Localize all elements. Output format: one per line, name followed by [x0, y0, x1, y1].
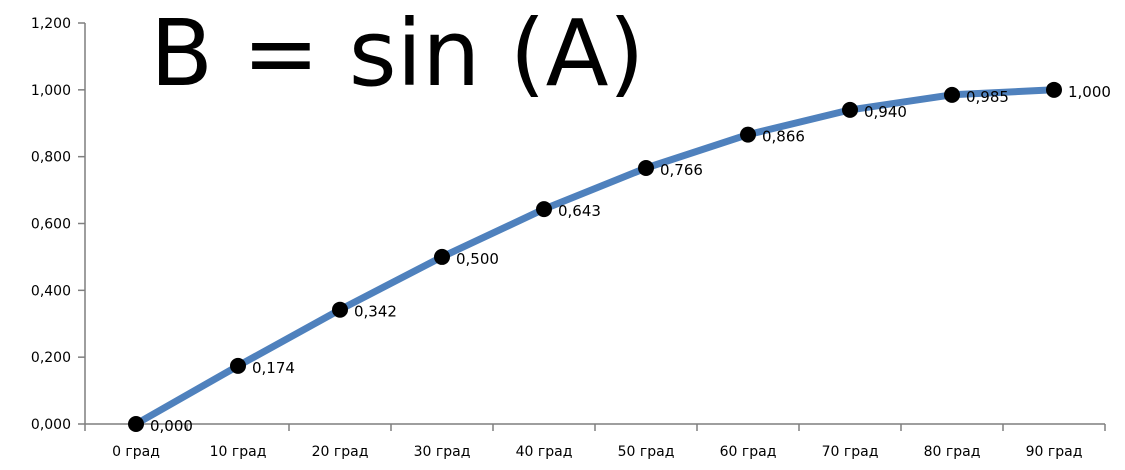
y-tick-label: 0,200 [31, 350, 71, 366]
data-label: 0,940 [864, 103, 907, 121]
x-tick-label: 0 град [112, 444, 160, 460]
data-point [128, 416, 144, 432]
data-point [842, 101, 858, 118]
data-label: 0,643 [558, 202, 601, 220]
x-tick-label: 30 град [414, 444, 471, 460]
data-label: 0,500 [456, 250, 499, 268]
data-label: 1,000 [1068, 83, 1111, 101]
data-point [740, 126, 756, 143]
x-tick-label: 90 град [1026, 444, 1083, 460]
data-label: 0,174 [252, 359, 295, 377]
axes: 0,000 0,200 0,400 0,600 0,800 1,000 1,200 0 гра… [31, 16, 1106, 460]
x-tick-label: 20 град [312, 444, 369, 460]
data-point [434, 248, 450, 265]
data-point [1046, 81, 1062, 98]
y-tick-label: 0,000 [31, 417, 71, 433]
chart-title: B = sin (A) [150, 0, 645, 107]
series-line-path [132, 86, 1058, 428]
data-points: 0,000 0,174 0,342 0,500 0,643 0,766 0,866 0,940… [128, 81, 1111, 435]
data-point [944, 86, 960, 103]
y-tick-label: 0,600 [31, 217, 71, 233]
x-tick-label: 10 град [210, 444, 267, 460]
y-tick-label: 1,000 [31, 83, 71, 99]
data-point [230, 357, 246, 374]
x-tick-label: 40 град [516, 444, 573, 460]
series-line [132, 86, 1058, 428]
data-point [332, 301, 348, 318]
y-tick-label: 0,400 [31, 283, 71, 299]
x-tick-label: 70 град [822, 444, 879, 460]
x-tick-label: 60 град [720, 444, 777, 460]
data-label: 0,766 [660, 161, 703, 179]
data-label: 0,985 [966, 88, 1009, 106]
y-tick-label: 1,200 [31, 16, 71, 32]
data-label: 0,866 [762, 128, 805, 146]
data-point [536, 201, 552, 218]
y-tick-label: 0,800 [31, 150, 71, 166]
data-label: 0,342 [354, 303, 397, 321]
x-tick-label: 80 град [924, 444, 981, 460]
x-tick-label: 50 град [618, 444, 675, 460]
data-label: 0,000 [150, 417, 193, 435]
data-point [638, 160, 654, 177]
